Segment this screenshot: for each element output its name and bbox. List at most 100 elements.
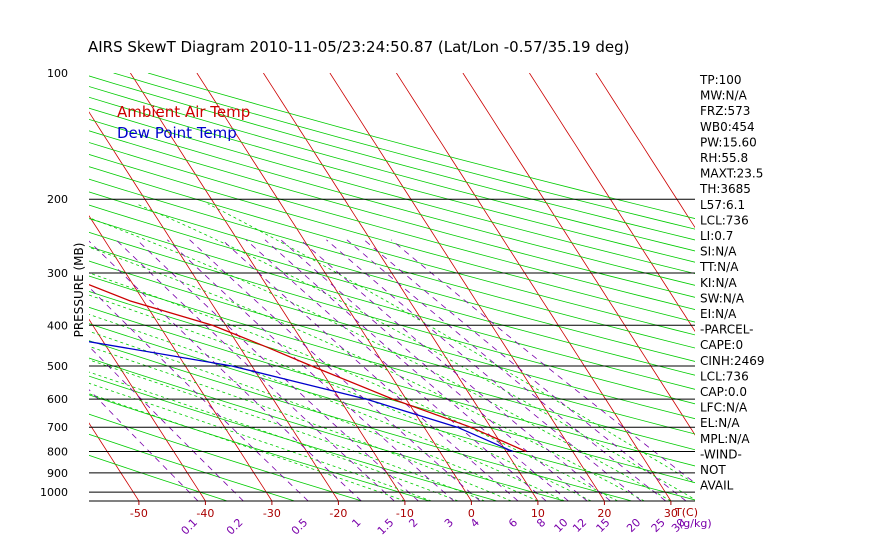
mixing-ratio-line bbox=[264, 239, 569, 501]
mixing-ratio-line bbox=[89, 240, 362, 501]
y-axis-label: PRESSURE (MB) bbox=[72, 243, 86, 338]
isotherm-line bbox=[89, 318, 206, 501]
mixing-ratio-line bbox=[189, 239, 481, 501]
isotherm-line bbox=[396, 73, 672, 501]
index-entry: MPL:N/A bbox=[700, 432, 750, 446]
mixing-ratio-line bbox=[326, 239, 642, 501]
moist-adiabat-line bbox=[89, 246, 645, 501]
mixing-ratio-tick-label: 0.5 bbox=[289, 516, 311, 538]
bottom-temp-tick-label: 20 bbox=[597, 507, 611, 520]
bottom-temp-axis: -50 -40 -30 -20 -10 0 10 20 30 bbox=[130, 501, 678, 520]
moist-adiabat-line bbox=[89, 371, 459, 501]
mixing-ratio-tick-label: 4 bbox=[468, 516, 482, 530]
mixing-ratio-line bbox=[89, 389, 199, 501]
mixing-ratio-tick-label: 12 bbox=[570, 516, 589, 535]
dry-adiabat-line bbox=[89, 275, 695, 451]
dry-adiabat-line bbox=[89, 375, 498, 501]
isotherm-line bbox=[462, 73, 695, 436]
ambient-air-temp-line bbox=[89, 284, 527, 453]
profile-layer bbox=[89, 284, 527, 453]
mixing-ratio-tick-label: 20 bbox=[624, 516, 643, 535]
x-axis-label: T(C) bbox=[674, 506, 698, 519]
mixing-ratio-tick-label: 1.5 bbox=[375, 516, 397, 538]
mixing-ratio-line bbox=[89, 286, 309, 501]
mixing-ratio-tick-label: 0.2 bbox=[224, 516, 246, 538]
pressure-tick-label: 700 bbox=[47, 421, 68, 434]
pressure-tick-label: 300 bbox=[47, 267, 68, 280]
mixing-ratio-line bbox=[280, 239, 588, 501]
isotherm-line bbox=[529, 73, 695, 332]
pressure-axis: 100 200 300 400 500 600 700 800 900 1000 bbox=[40, 67, 68, 499]
pressure-tick-label: 500 bbox=[47, 360, 68, 373]
dry-adiabat-line bbox=[89, 394, 430, 501]
mixing-ratio-tick-label: 8 bbox=[534, 516, 548, 530]
mixing-ratio-tick-label: 3 bbox=[442, 516, 456, 530]
dry-adiabat-line bbox=[89, 96, 695, 263]
index-entry: KI:N/A bbox=[700, 276, 737, 290]
legend-dew-point-temp: Dew Point Temp bbox=[117, 124, 237, 142]
dry-adiabat-line bbox=[89, 231, 695, 405]
dry-adiabat-line bbox=[89, 86, 695, 252]
mixing-ratio-axis: 0.1 0.2 0.5 1 1.5 2 3 4 6 8 10 12 15 20 25 30 bbox=[179, 516, 689, 538]
pressure-tick-label: 900 bbox=[47, 467, 68, 480]
bottom-temp-tick-label: -10 bbox=[396, 507, 414, 520]
index-entry: L57:6.1 bbox=[700, 198, 745, 212]
moist-adiabat-line bbox=[135, 203, 695, 501]
dry-adiabat-line bbox=[89, 107, 695, 275]
bottom-temp-tick-label: 10 bbox=[531, 507, 545, 520]
dry-adiabat-line bbox=[89, 340, 632, 501]
isotherm-line bbox=[0, 73, 6, 501]
mixing-ratio-line bbox=[136, 239, 419, 501]
mixing-ratio-line bbox=[167, 239, 455, 501]
dry-adiabat-line bbox=[89, 130, 695, 298]
chart-title: AIRS SkewT Diagram 2010-11-05/23:24:50.8… bbox=[88, 38, 629, 56]
pressure-tick-label: 400 bbox=[47, 319, 68, 332]
pressure-tick-label: 100 bbox=[47, 67, 68, 80]
mixing-ratio-line bbox=[300, 239, 611, 501]
dry-adiabat-line bbox=[89, 246, 695, 420]
bottom-temp-tick-label: -50 bbox=[130, 507, 148, 520]
index-entry: LCL:736 bbox=[700, 369, 749, 383]
moist-adiabat-line bbox=[89, 217, 672, 501]
index-entry: WB0:454 bbox=[700, 120, 755, 134]
index-entry: PW:15.60 bbox=[700, 135, 757, 149]
index-entry: EI:N/A bbox=[700, 307, 737, 321]
mixing-ratio-line bbox=[346, 239, 666, 501]
legend-ambient-air-temp: Ambient Air Temp bbox=[117, 103, 250, 121]
index-entry: CAPE:0 bbox=[700, 338, 743, 352]
bottom-temp-tick-label: 0 bbox=[468, 507, 475, 520]
bottom-temp-tick-label: -40 bbox=[196, 507, 214, 520]
index-entry: -PARCEL- bbox=[700, 323, 754, 337]
moist-adiabat-line bbox=[89, 272, 618, 501]
isotherm-line bbox=[329, 73, 605, 501]
isotherm-line bbox=[595, 73, 695, 229]
dry-adiabat-line bbox=[89, 357, 565, 501]
mixing-ratio-tick-label: 10 bbox=[552, 516, 571, 535]
dry-adiabat-line bbox=[89, 260, 695, 435]
dry-adiabat-line bbox=[89, 218, 695, 390]
index-entry: LFC:N/A bbox=[700, 401, 748, 415]
dry-adiabat-line bbox=[89, 142, 695, 310]
mixing-ratio-tick-label: 1 bbox=[349, 516, 363, 530]
index-entry: AVAIL bbox=[700, 479, 734, 493]
dew-point-temp-line bbox=[89, 341, 514, 453]
index-entry: SW:N/A bbox=[700, 291, 745, 305]
dry-adiabat-line bbox=[89, 323, 695, 501]
isotherm-line bbox=[89, 422, 140, 501]
isotherm-line bbox=[0, 73, 72, 501]
isobar-layer bbox=[89, 198, 695, 502]
mixing-ratio-tick-label: 6 bbox=[506, 516, 520, 530]
index-entry: LCL:736 bbox=[700, 213, 749, 227]
moist-adiabat-line bbox=[89, 393, 406, 501]
index-entry: NOT bbox=[700, 463, 726, 477]
mixing-ratio-unit-label: (g/kg) bbox=[679, 517, 712, 530]
index-entry: TT:N/A bbox=[699, 260, 739, 274]
dry-adiabat-line bbox=[89, 191, 695, 362]
index-entry: MAXT:23.5 bbox=[700, 167, 763, 181]
dry-adiabat-line bbox=[89, 291, 695, 467]
dry-adiabat-line bbox=[89, 154, 695, 323]
index-entry: FRZ:573 bbox=[700, 104, 750, 118]
grid-layer bbox=[0, 73, 695, 501]
moist-adiabat-line bbox=[89, 359, 485, 501]
